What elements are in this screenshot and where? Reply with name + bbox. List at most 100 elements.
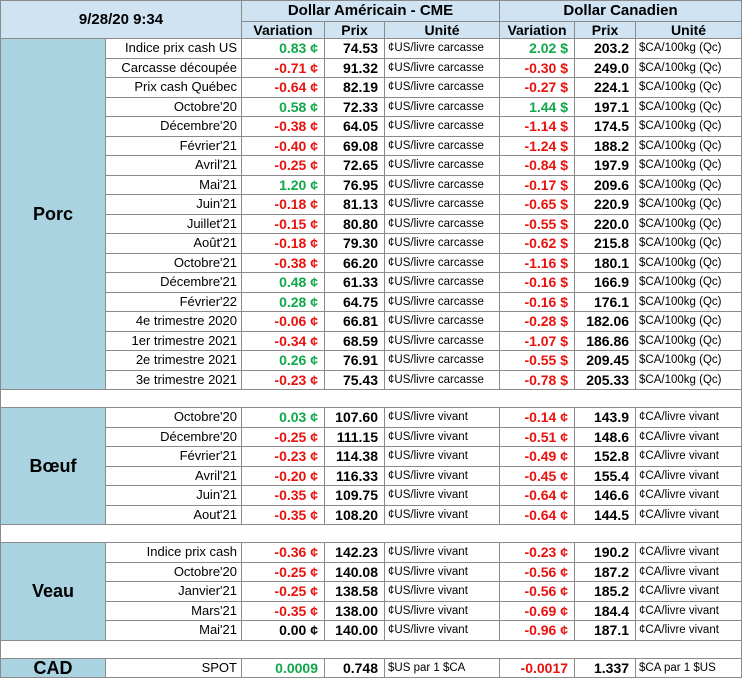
cad-price: 185.2 (574, 581, 637, 602)
spacer-cell (0, 524, 742, 543)
cad-title: Dollar Canadien (499, 0, 742, 22)
usd-unit: ¢US/livre carcasse (383, 252, 501, 273)
cad-unit: ¢CA/livre vivant (635, 600, 742, 621)
usd-unit: ¢US/livre carcasse (383, 291, 501, 312)
cad-variation: -1.07 $ (499, 330, 576, 351)
cad-unit: ¢CA/livre vivant (635, 407, 742, 428)
cad-price: 197.9 (574, 155, 637, 176)
cad-variation: 1.44 $ (499, 96, 576, 117)
usd-price: 81.13 (324, 194, 385, 215)
cad-unit: ¢CA/livre vivant (635, 485, 742, 506)
usd-variation: -0.35 ¢ (241, 504, 325, 525)
usd-price: 82.19 (324, 77, 385, 98)
usd-variation: -0.25 ¢ (241, 581, 325, 602)
table-row: Veau Indice prix cash -0.36 ¢ 142.23 ¢US/liv… (0, 542, 742, 641)
usd-variation: 0.03 ¢ (241, 407, 325, 428)
cad-col-unite: Unité (635, 21, 742, 39)
cad-unit: ¢CA/livre vivant (635, 504, 742, 525)
usd-unit: ¢US/livre vivant (383, 446, 501, 467)
usd-price: 68.59 (324, 330, 385, 351)
cad-col-variation: Variation (499, 21, 576, 39)
usd-col-variation: Variation (241, 21, 325, 39)
row-label: Janvier'21 (105, 581, 242, 602)
usd-unit: ¢US/livre vivant (383, 561, 501, 582)
price-table: 9/28/20 9:34 Dollar Américain - CME Doll… (0, 0, 742, 678)
cad-variation: -0.0017 (499, 657, 576, 678)
cad-price: 143.9 (574, 407, 637, 428)
category-boeuf: Bœuf (0, 407, 106, 525)
cad-col-prix: Prix (574, 21, 637, 39)
usd-unit: $US par 1 $CA (383, 657, 501, 678)
usd-price: 69.08 (324, 135, 385, 156)
row-label: Mars'21 (105, 600, 242, 621)
usd-unit: ¢US/livre carcasse (383, 135, 501, 156)
table-row: Décembre'20 -0.38 ¢ 64.05 ¢US/livre carcass… (1, 116, 742, 137)
usd-variation: -0.38 ¢ (241, 252, 325, 273)
usd-unit: ¢US/livre vivant (383, 542, 501, 563)
usd-price: 140.00 (324, 620, 385, 641)
usd-col-unite: Unité (383, 21, 501, 39)
usd-unit: ¢US/livre carcasse (383, 96, 501, 117)
row-label: Avril'21 (105, 465, 242, 486)
cad-variation: -0.64 ¢ (499, 485, 576, 506)
cad-unit: $CA/100kg (Qc) (635, 116, 742, 137)
usd-price: 76.95 (324, 174, 385, 195)
cad-variation: -0.65 $ (499, 194, 576, 215)
category-porc: Porc (0, 38, 106, 390)
usd-variation: -0.23 ¢ (241, 369, 325, 390)
usd-variation: -0.36 ¢ (241, 542, 325, 563)
cad-unit: ¢CA/livre vivant (635, 581, 742, 602)
usd-variation: 0.0009 (241, 657, 325, 678)
row-label: Juillet'21 (105, 213, 242, 234)
cad-price: 166.9 (574, 272, 637, 293)
table-row: Carcasse découpée -0.71 ¢ 91.32 ¢US/livre c… (1, 57, 742, 78)
cad-unit: $CA/100kg (Qc) (635, 213, 742, 234)
cad-unit: $CA/100kg (Qc) (635, 174, 742, 195)
cad-unit: $CA/100kg (Qc) (635, 311, 742, 332)
usd-price: 80.80 (324, 213, 385, 234)
cad-price: 220.0 (574, 213, 637, 234)
row-label: Octobre'20 (105, 561, 242, 582)
cad-unit: $CA/100kg (Qc) (635, 77, 742, 98)
cad-price: 148.6 (574, 426, 637, 447)
usd-variation: -0.18 ¢ (241, 233, 325, 254)
usd-price: 114.38 (324, 446, 385, 467)
cad-variation: -0.14 ¢ (499, 407, 576, 428)
cad-unit: $CA/100kg (Qc) (635, 96, 742, 117)
usd-price: 142.23 (324, 542, 385, 563)
cad-unit: $CA/100kg (Qc) (635, 350, 742, 371)
header-row-columns: Variation Prix Unité Variation Prix Unit… (1, 21, 742, 39)
usd-unit: ¢US/livre carcasse (383, 174, 501, 195)
usd-variation: -0.23 ¢ (241, 446, 325, 467)
cad-price: 205.33 (574, 369, 637, 390)
cad-variation: -0.49 ¢ (499, 446, 576, 467)
table-row: Juillet'21 -0.15 ¢ 80.80 ¢US/livre carcasse… (1, 213, 742, 234)
usd-variation: -0.18 ¢ (241, 194, 325, 215)
cad-unit: $CA/100kg (Qc) (635, 135, 742, 156)
cad-price: 146.6 (574, 485, 637, 506)
usd-unit: ¢US/livre vivant (383, 407, 501, 428)
row-label: 4e trimestre 2020 (105, 311, 242, 332)
usd-variation: 1.20 ¢ (241, 174, 325, 195)
cad-unit: $CA/100kg (Qc) (635, 272, 742, 293)
spacer-row (0, 524, 742, 543)
cad-price: 188.2 (574, 135, 637, 156)
cad-variation: -0.45 ¢ (499, 465, 576, 486)
cad-price: 152.8 (574, 446, 637, 467)
row-label: Février'22 (105, 291, 242, 312)
usd-price: 116.33 (324, 465, 385, 486)
usd-price: 138.00 (324, 600, 385, 621)
row-label: Aout'21 (105, 504, 242, 525)
cad-price: 187.1 (574, 620, 637, 641)
table-row: 1er trimestre 2021 -0.34 ¢ 68.59 ¢US/livre … (1, 330, 742, 351)
usd-unit: ¢US/livre vivant (383, 600, 501, 621)
usd-variation: -0.25 ¢ (241, 155, 325, 176)
usd-variation: 0.48 ¢ (241, 272, 325, 293)
row-label: Février'21 (105, 135, 242, 156)
usd-unit: ¢US/livre vivant (383, 465, 501, 486)
cad-variation: -0.30 $ (499, 57, 576, 78)
cad-unit: $CA/100kg (Qc) (635, 291, 742, 312)
usd-price: 138.58 (324, 581, 385, 602)
cad-price: 180.1 (574, 252, 637, 273)
usd-unit: ¢US/livre carcasse (383, 57, 501, 78)
